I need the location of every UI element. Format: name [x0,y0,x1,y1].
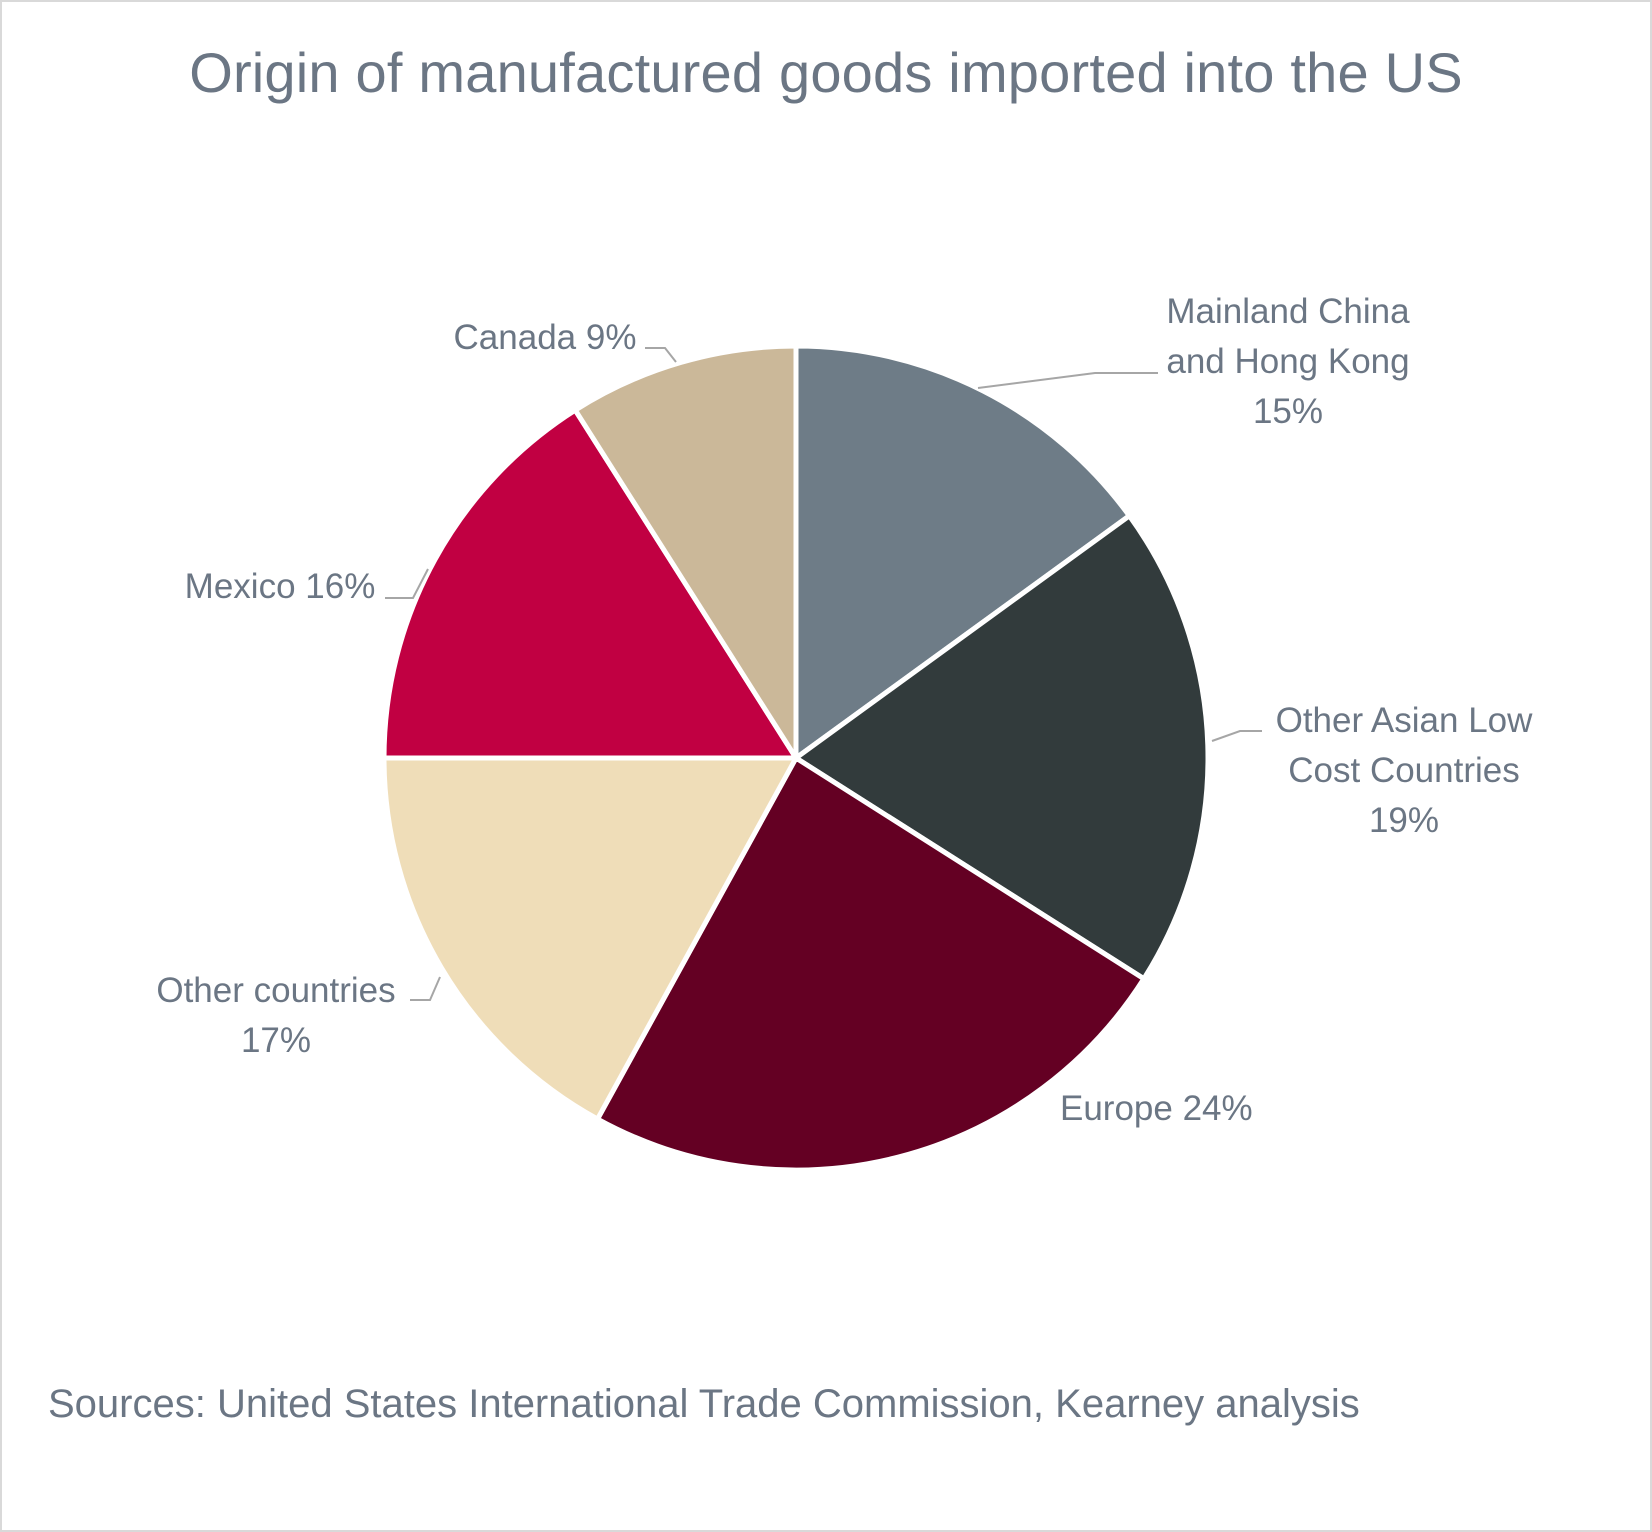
pie-slice-canada [572,343,799,761]
leader-line-mainland-china-and-hong-kong [977,372,1158,389]
pie-slice-other-asian-low-cost-countries [793,513,1211,982]
data-label-europe: Europe 24% [1060,1089,1253,1128]
source-note: Sources: United States International Tra… [48,1382,1360,1426]
pie-slice-mexico [381,407,799,761]
pie-slice-europe [595,755,1147,1173]
leader-line-mexico [385,568,429,599]
leader-line-other-countries [410,976,441,1001]
leader-line-canada [645,347,677,363]
data-label-other-asian-low-cost-countries: Other Asian Low Cost Countries 19% [1276,701,1534,840]
leader-line-other-asian-low-cost-countries [1211,730,1262,742]
pie-slice-mainland-china-and-hong-kong [793,343,1132,761]
pie-slice-other-countries [381,755,799,1122]
chart-title: Origin of manufactured goods imported in… [189,41,1463,104]
data-label-other-countries: Other countries 17% [156,971,395,1060]
data-label-mainland-china-and-hong-kong: Mainland China and Hong Kong 15% [1166,292,1410,431]
data-label-mexico: Mexico 16% [185,567,376,606]
data-label-canada: Canada 9% [454,318,637,357]
